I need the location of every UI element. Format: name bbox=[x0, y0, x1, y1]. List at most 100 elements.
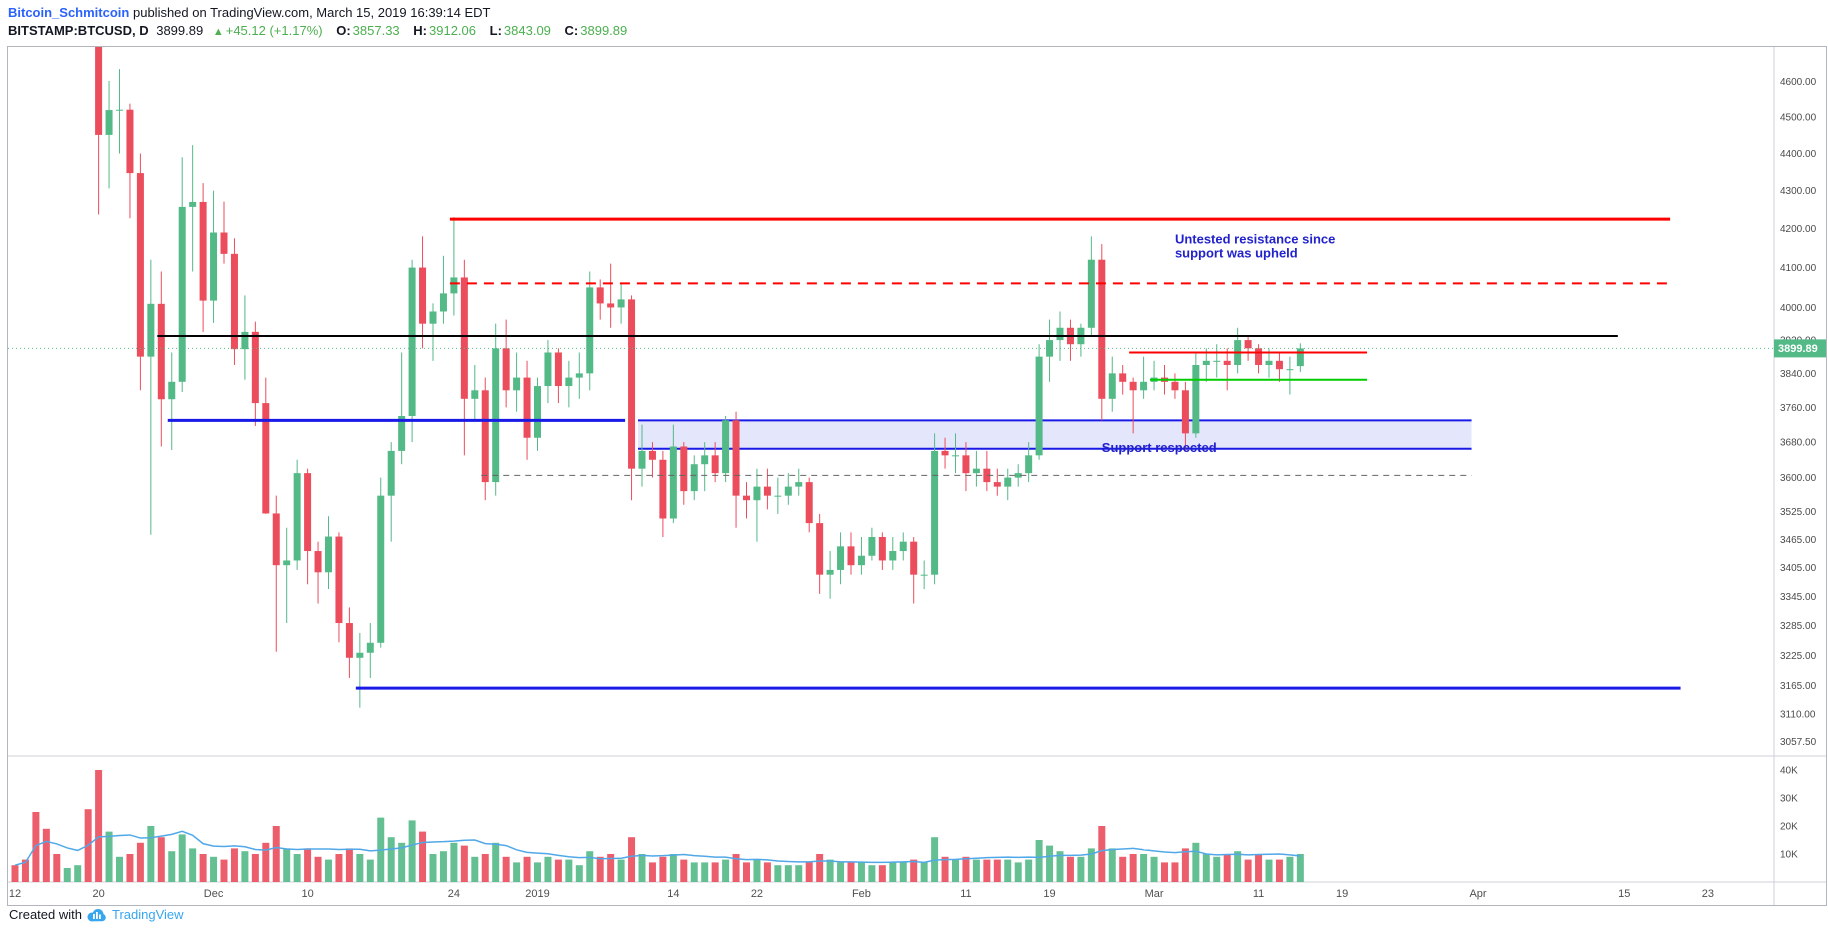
price-volume-chart[interactable]: 4600.00 4500.00 4400.00 4300.00 4200.00 4100.… bbox=[8, 47, 1826, 905]
ohlc-values: O: 3857.33 H: 3912.06 L: 3843.09 C: 3899.89 bbox=[326, 23, 627, 38]
candle-body bbox=[1171, 381, 1179, 391]
volume-bar bbox=[439, 851, 447, 882]
price-axis-label: 4400.00 bbox=[1780, 149, 1817, 160]
volume-bar bbox=[784, 865, 792, 882]
volume-bar bbox=[941, 856, 949, 882]
snapshot-footer: Created with TradingView bbox=[9, 907, 184, 922]
candle-body bbox=[450, 277, 458, 294]
volume-bar bbox=[220, 859, 228, 882]
volume-bar bbox=[1066, 856, 1074, 882]
candle-body bbox=[1056, 327, 1064, 341]
volume-bar bbox=[387, 837, 395, 882]
volume-bar bbox=[450, 842, 458, 882]
volume-bar bbox=[983, 859, 991, 882]
candle-body bbox=[920, 574, 928, 576]
tradingview-logo-icon[interactable] bbox=[87, 908, 107, 922]
price-axis-label: 3285.00 bbox=[1780, 621, 1817, 632]
price-axis-label: 4100.00 bbox=[1780, 263, 1817, 274]
author-link[interactable]: Bitcoin_Schmitcoin bbox=[8, 5, 130, 20]
candle-body bbox=[784, 486, 792, 496]
price-axis-label: 3680.00 bbox=[1780, 438, 1817, 449]
candle-body bbox=[1140, 381, 1148, 391]
time-axis-label: 19 bbox=[1336, 888, 1348, 900]
candle-body bbox=[1286, 369, 1294, 371]
volume-bar bbox=[262, 842, 270, 882]
volume-bar bbox=[889, 862, 897, 882]
candle-body bbox=[732, 420, 740, 496]
volume-bar bbox=[1140, 854, 1148, 882]
volume-bar bbox=[711, 862, 719, 882]
current-price-badge-text: 3899.89 bbox=[1778, 343, 1818, 355]
volume-bar bbox=[722, 859, 730, 882]
volume-bar bbox=[502, 856, 510, 882]
volume-bar bbox=[1161, 862, 1168, 882]
low-value: 3843.09 bbox=[503, 23, 551, 38]
volume-bar bbox=[617, 859, 625, 882]
time-axis-label: 24 bbox=[448, 888, 460, 900]
time-axis-label: 20 bbox=[92, 888, 104, 900]
candle-body bbox=[1275, 360, 1283, 370]
volume-bar bbox=[241, 851, 249, 882]
candle-body bbox=[356, 652, 364, 658]
time-axis-label: 11 bbox=[1253, 888, 1264, 900]
symbol-interval[interactable]: BITSTAMP:BTCUSD, D bbox=[8, 23, 149, 38]
candle-body bbox=[586, 287, 594, 374]
volume-bar bbox=[910, 859, 918, 882]
volume-bar bbox=[565, 859, 573, 882]
volume-bar bbox=[513, 862, 521, 882]
volume-bar bbox=[868, 865, 876, 882]
volume-ma-line bbox=[14, 830, 1301, 866]
chart-container[interactable]: 4600.00 4500.00 4400.00 4300.00 4200.00 4100.… bbox=[7, 46, 1827, 906]
price-axis-label: 3110.00 bbox=[1780, 709, 1816, 720]
volume-bar bbox=[659, 856, 667, 882]
volume-bar bbox=[136, 842, 144, 882]
volume-scale[interactable]: 40K 30K 20K 10K bbox=[1780, 766, 1798, 861]
candle-body bbox=[105, 110, 113, 135]
volume-bar bbox=[1192, 842, 1200, 882]
volume-bar bbox=[628, 837, 636, 882]
candle-body bbox=[157, 303, 165, 400]
volume-bar bbox=[837, 862, 845, 882]
price-axis-label: 3225.00 bbox=[1780, 651, 1817, 662]
volume-bar bbox=[1255, 854, 1263, 882]
volume-bar bbox=[1014, 862, 1022, 882]
open-label: O: bbox=[336, 23, 351, 38]
candle-body bbox=[408, 267, 416, 416]
tradingview-link[interactable]: TradingView bbox=[111, 907, 184, 922]
time-axis-label: 12 bbox=[9, 888, 21, 900]
last-price: 3899.89 bbox=[156, 23, 204, 38]
symbol-status-line: BITSTAMP:BTCUSD, D 3899.89 ▲ +45.12 (+1.1… bbox=[8, 23, 627, 38]
volume-bar bbox=[408, 820, 416, 882]
volume-bar bbox=[21, 859, 29, 882]
volume-bar bbox=[993, 859, 1001, 882]
candle-body bbox=[136, 173, 144, 357]
time-scale[interactable]: 12 20 Dec 10 24 2019 14 22 Feb 11 19 Mar 11 19 Apr 15 23 bbox=[9, 888, 1714, 900]
support-zone-fill bbox=[638, 420, 1472, 449]
candle-body bbox=[199, 201, 207, 301]
candle-body bbox=[304, 473, 312, 552]
candle-body bbox=[889, 551, 897, 561]
up-arrow-icon: ▲ bbox=[212, 26, 224, 38]
volume-bar bbox=[899, 862, 907, 882]
volume-bar bbox=[1275, 859, 1283, 882]
volume-bar bbox=[126, 854, 134, 882]
volume-bar bbox=[1202, 854, 1210, 882]
candle-body bbox=[314, 551, 322, 573]
candle-body bbox=[345, 623, 353, 658]
candle-body bbox=[168, 381, 176, 400]
volume-bar bbox=[345, 848, 353, 882]
candle-body bbox=[283, 560, 291, 566]
candle-body bbox=[366, 642, 374, 653]
candle-body bbox=[460, 277, 468, 399]
candle-body bbox=[471, 390, 479, 399]
volume-bar bbox=[1077, 856, 1085, 882]
volume-bar bbox=[74, 865, 82, 882]
price-scale[interactable]: 4600.00 4500.00 4400.00 4300.00 4200.00 4100.… bbox=[1780, 77, 1817, 748]
support-zone-band bbox=[638, 419, 1472, 450]
candle-body bbox=[492, 348, 500, 483]
candle-body bbox=[826, 569, 834, 575]
candle-body bbox=[743, 495, 750, 501]
candle-body bbox=[262, 403, 270, 514]
candle-body bbox=[638, 450, 646, 469]
